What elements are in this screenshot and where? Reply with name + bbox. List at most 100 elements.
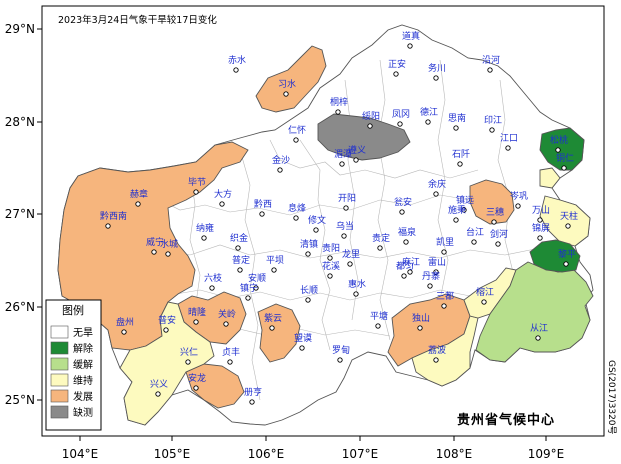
station: 镇宁 (240, 282, 258, 301)
station-marker (343, 205, 349, 211)
station-name: 普定 (232, 254, 250, 266)
credit-text: 贵州省气候中心 (457, 412, 555, 428)
station: 威宁 (146, 236, 164, 255)
station-marker (403, 239, 409, 245)
station: 普定 (232, 254, 250, 273)
station-name: 望谟 (294, 332, 312, 344)
station-name: 盘州 (116, 316, 134, 328)
drought-regions (57, 45, 594, 426)
station-name: 黔西南 (100, 210, 127, 222)
station: 沿河 (482, 54, 500, 73)
station: 独山 (412, 312, 430, 331)
lat-label: 25°N (5, 393, 35, 407)
station-name: 贵定 (372, 232, 390, 244)
station-marker (327, 255, 333, 261)
station-name: 惠水 (348, 278, 366, 290)
station-marker (327, 273, 333, 279)
station-name: 修文 (308, 214, 326, 226)
station: 松桃 (550, 134, 568, 153)
region-missing (317, 113, 411, 161)
station: 瓮安 (394, 196, 412, 215)
station-name: 三穗 (486, 206, 504, 218)
station-name: 湄潭 (334, 149, 352, 160)
station: 桐梓 (330, 96, 348, 115)
station-marker (397, 121, 403, 127)
station: 天柱 (560, 210, 578, 229)
station-name: 务川 (428, 62, 446, 74)
station: 盘州 (116, 316, 134, 335)
station: 剑河 (490, 228, 508, 247)
station-name: 江口 (500, 133, 518, 144)
station-marker (471, 239, 477, 245)
region-develop-west (57, 141, 249, 351)
station-marker (375, 323, 381, 329)
station-name: 岑巩 (510, 190, 528, 202)
station-marker (185, 359, 191, 365)
station-marker (193, 385, 199, 391)
station: 正安 (388, 58, 406, 77)
station-name: 绥阳 (362, 111, 380, 122)
station-marker (489, 127, 495, 133)
station-name: 从江 (530, 323, 548, 334)
station-name: 毕节 (188, 176, 206, 188)
station-marker (393, 71, 399, 77)
station-marker (425, 119, 431, 125)
station: 务川 (428, 62, 446, 81)
station-marker (245, 295, 251, 301)
station: 道真 (402, 30, 420, 49)
station-marker (441, 303, 447, 309)
station: 册亨 (244, 386, 262, 405)
station: 黎平 (558, 248, 576, 267)
station: 思南 (448, 112, 466, 131)
station: 荔波 (428, 344, 446, 363)
legend-label: 缓解 (73, 358, 93, 371)
station-name: 花溪 (322, 260, 340, 272)
region-develop-east (469, 179, 515, 225)
station: 凯里 (436, 236, 454, 255)
station-marker (339, 161, 345, 167)
station-name: 习水 (278, 78, 296, 90)
station: 纳雍 (196, 222, 214, 241)
lon-label: 104°E (62, 447, 99, 461)
station: 贵定 (372, 232, 390, 251)
station-name: 息烽 (288, 202, 306, 214)
station-name: 黔西 (254, 198, 272, 210)
station-marker (193, 319, 199, 325)
station-marker (313, 227, 319, 233)
station-marker (461, 207, 467, 213)
station-name: 独山 (412, 312, 430, 324)
station-name: 思南 (448, 112, 466, 124)
station-name: 织金 (230, 232, 248, 244)
station-marker (201, 235, 207, 241)
station-name: 凯里 (436, 236, 454, 248)
station: 习水 (278, 78, 296, 97)
station-name: 镇远 (456, 194, 474, 206)
legend-title: 图例 (62, 303, 84, 317)
station-name: 道真 (402, 30, 420, 42)
station-marker (537, 217, 543, 223)
region-develop-north (255, 45, 327, 113)
region-maintain-sw (119, 301, 215, 426)
legend-swatch (50, 373, 69, 387)
station: 织金 (230, 232, 248, 251)
station-name: 开阳 (338, 193, 356, 204)
station-name: 安龙 (188, 372, 206, 384)
station: 紫云 (264, 313, 282, 331)
station-name: 正安 (388, 58, 406, 70)
station: 花溪 (322, 260, 340, 279)
station-name: 兴仁 (180, 346, 198, 358)
station: 万山 (532, 205, 550, 223)
station: 息烽 (288, 202, 306, 221)
station: 乌当 (336, 220, 354, 239)
station-name: 罗甸 (332, 344, 350, 356)
station: 三穗 (486, 206, 504, 225)
station-marker (269, 325, 275, 331)
station-marker (305, 297, 311, 303)
station-name: 平塘 (370, 310, 388, 322)
station-name: 遵义 (348, 144, 366, 156)
station: 贵阳 (322, 242, 340, 261)
station: 镇远 (456, 194, 474, 213)
station-name: 麻江 (402, 256, 420, 268)
